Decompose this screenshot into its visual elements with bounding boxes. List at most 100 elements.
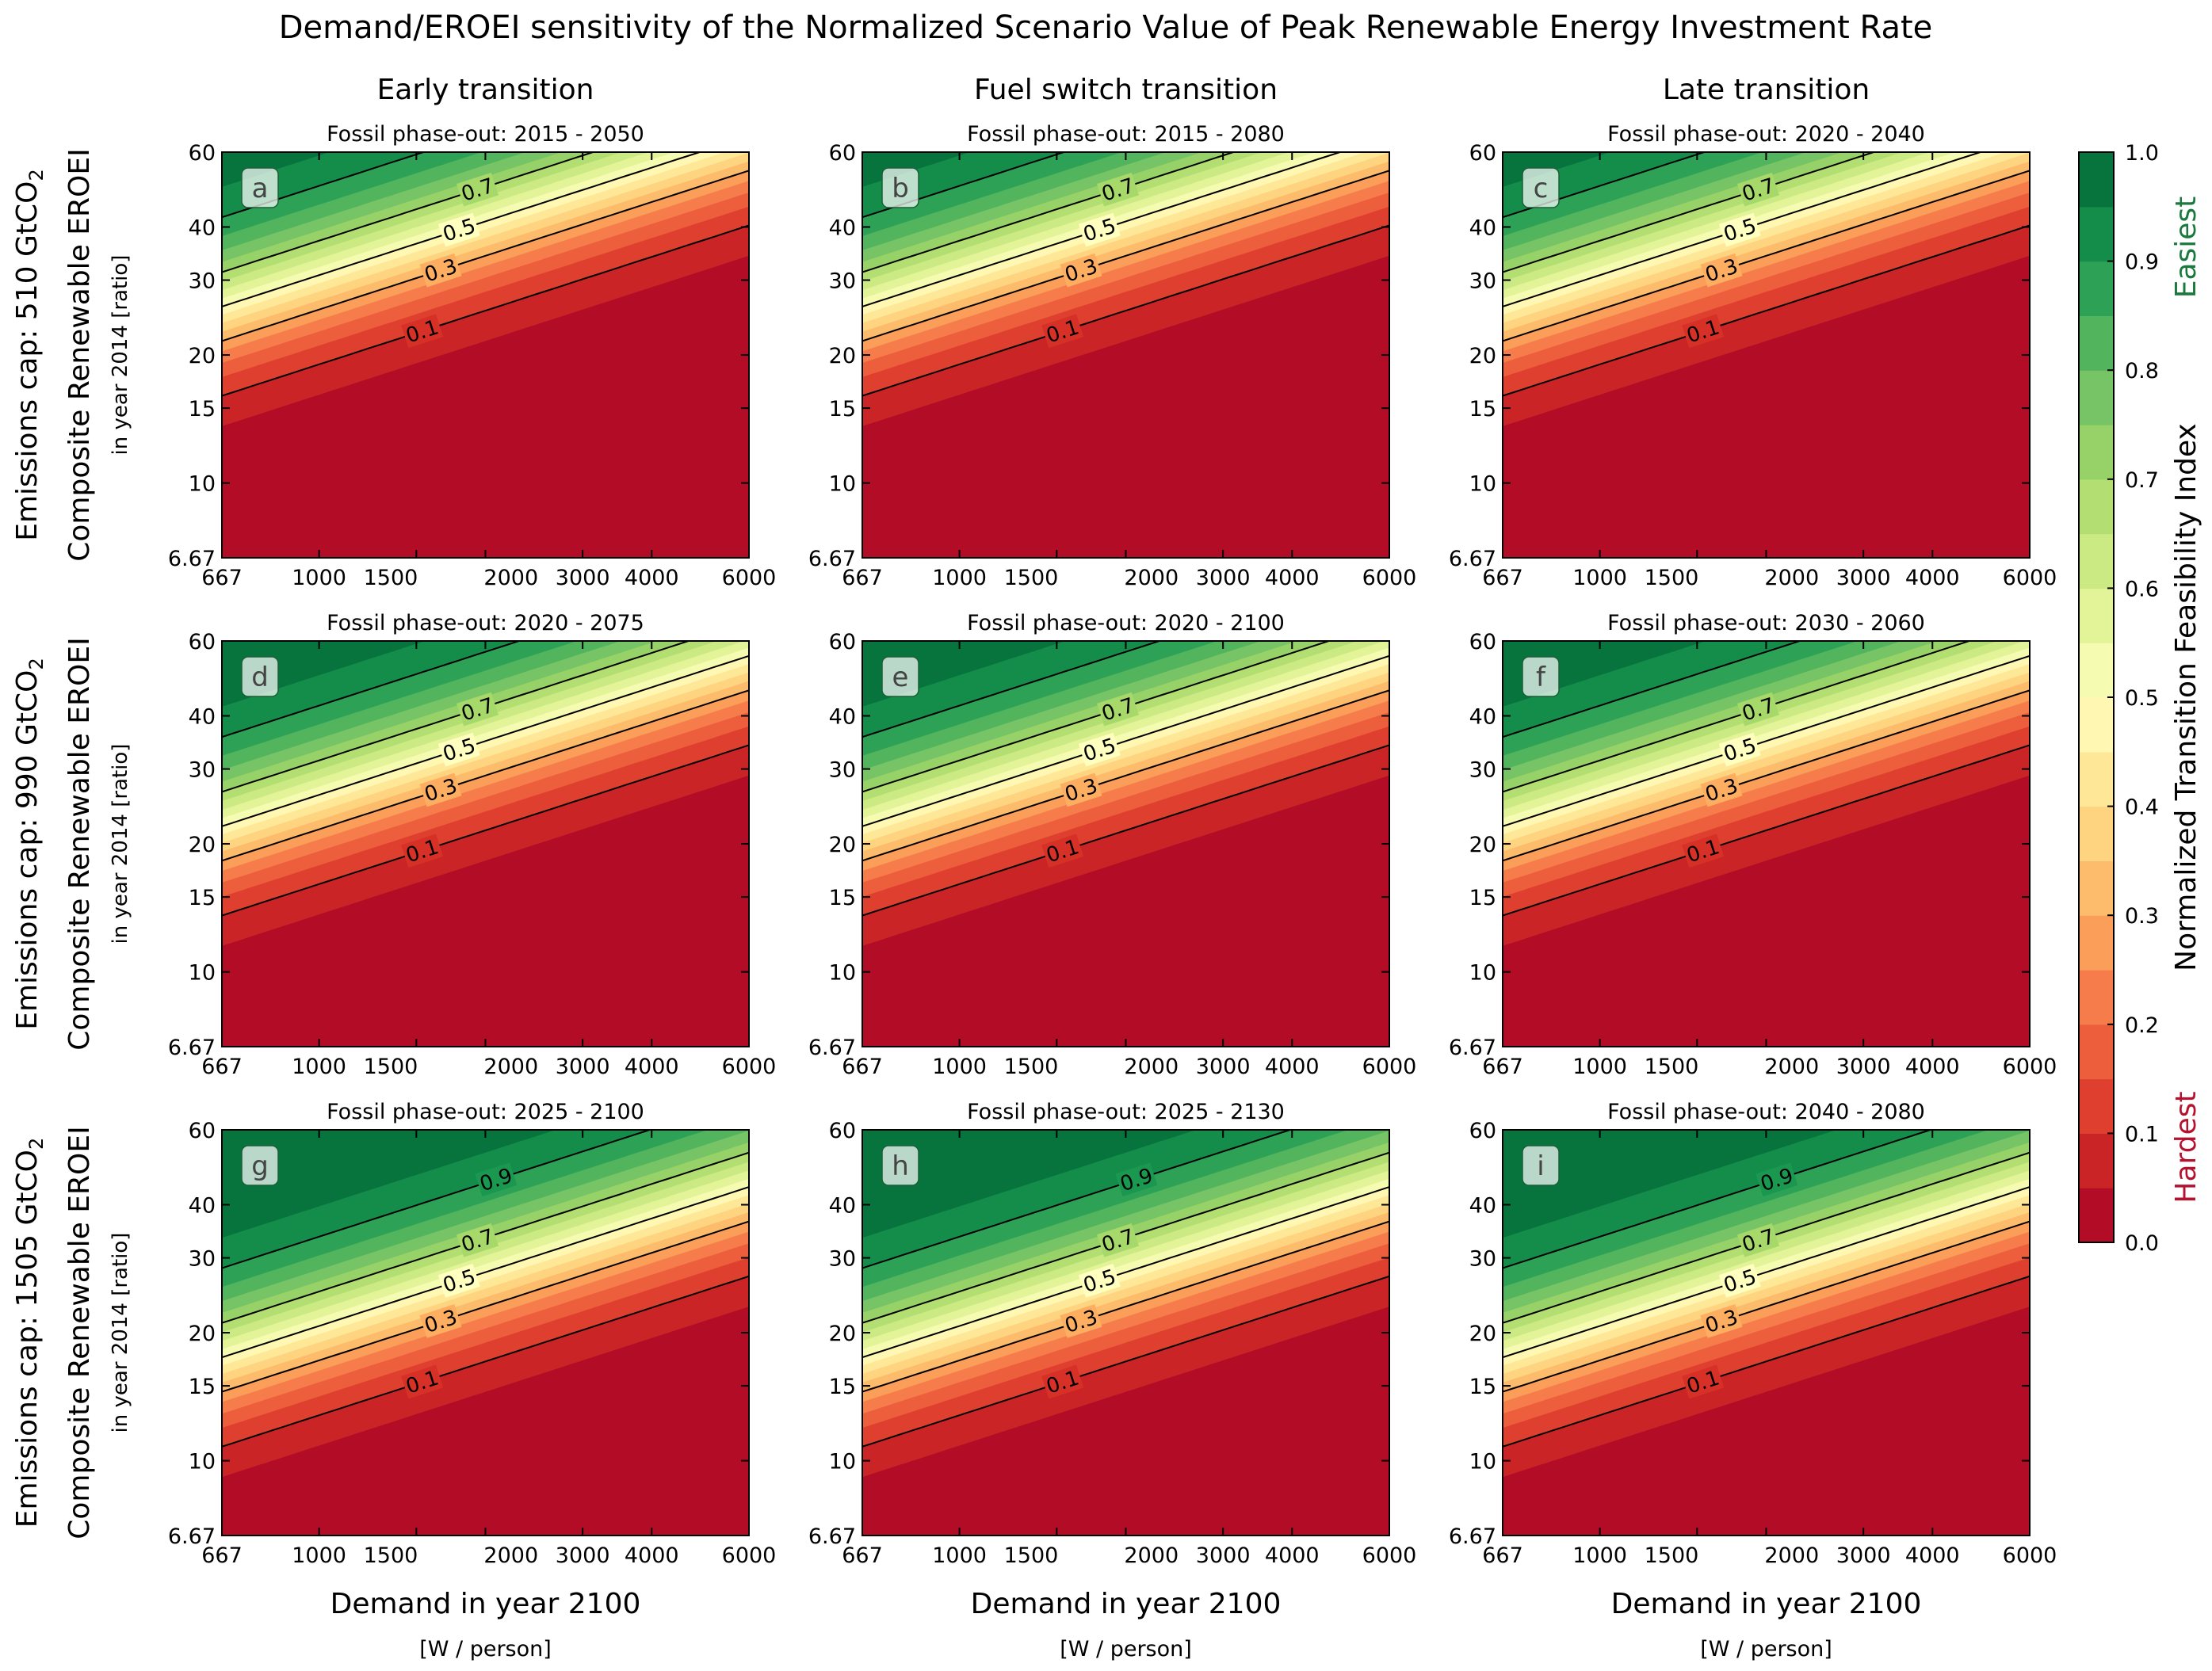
x-axis-label: Demand in year 2100 <box>1611 1588 1922 1620</box>
contour-label-bg <box>1737 692 1779 727</box>
panel-letter-box <box>1522 167 1560 208</box>
contour-label-bg <box>1700 253 1743 288</box>
x-tick-label: 4000 <box>1905 566 1960 590</box>
x-axis-label: Demand in year 2100 <box>330 1588 641 1620</box>
contour-line <box>862 744 1389 917</box>
y-tick-label: 10 <box>189 1450 216 1475</box>
contour-line <box>222 641 521 738</box>
contour-line <box>222 1186 749 1359</box>
contour-lines: 0.10.30.50.7 <box>222 641 749 917</box>
panel-subtitle: Fossil phase-out: 2025 - 2130 <box>967 1100 1285 1124</box>
contour-line <box>1503 152 1707 219</box>
contour-fills <box>862 641 1389 1047</box>
contour-band <box>862 255 1389 558</box>
x-tick-label: 6000 <box>2003 566 2057 590</box>
x-tick-label: 1000 <box>932 1055 987 1079</box>
contour-band <box>862 775 1389 1047</box>
contour-fills <box>222 152 749 558</box>
y-tick-label: 10 <box>829 472 856 497</box>
y-tick-label: 6.67 <box>1449 1036 1496 1060</box>
contour-label-bg <box>1097 692 1139 727</box>
x-axis-sublabel: [W / person] <box>1060 1637 1192 1661</box>
panel-letter: b <box>892 173 909 204</box>
colorbar-band <box>2079 315 2114 371</box>
y-tick-label: 6.67 <box>168 547 216 571</box>
x-tick-label: 2000 <box>483 1055 538 1079</box>
contour-label-bg <box>419 253 462 288</box>
colorbar-tick-label: 0.5 <box>2125 686 2159 711</box>
panel-letter: f <box>1536 662 1546 693</box>
x-tick-label: 2000 <box>1124 1543 1179 1568</box>
contour-line <box>1503 170 2030 342</box>
contour-label-bg <box>1755 1162 1798 1197</box>
y-tick-label: 6.67 <box>808 1036 856 1060</box>
y-tick-label: 10 <box>1469 1450 1496 1475</box>
y-tick-label: 30 <box>829 269 856 294</box>
x-tick-label: 3000 <box>1836 566 1891 590</box>
contour-label-bg <box>1737 172 1779 207</box>
y-tick-label: 15 <box>189 886 216 910</box>
contour-line <box>1503 1186 2030 1359</box>
colorbar-tick-label: 0.1 <box>2125 1122 2159 1146</box>
panel-subtitle: Fossil phase-out: 2020 - 2100 <box>967 611 1285 635</box>
contour-line <box>222 152 703 307</box>
contour-band <box>222 775 749 1047</box>
x-tick-label: 3000 <box>1196 1543 1251 1568</box>
x-tick-label: 3000 <box>1836 1543 1891 1568</box>
y-tick-label: 15 <box>189 1375 216 1399</box>
panel-g: 0.10.30.50.70.9 Fossil phase-out: 2025 - … <box>168 1100 776 1568</box>
co2-subscript: 2 <box>25 1138 48 1150</box>
panel-letter-box <box>881 1145 919 1186</box>
panel-e: 0.10.30.50.7 Fossil phase-out: 2020 - 210… <box>808 611 1416 1079</box>
contour-label-bg <box>1060 773 1102 807</box>
x-tick-label: 2000 <box>483 566 538 590</box>
y-tick-label: 40 <box>189 1194 216 1219</box>
contour-line <box>862 170 1389 342</box>
contour-label-group: 0.5 <box>437 732 480 767</box>
x-tick-label: 2000 <box>1764 566 1819 590</box>
contour-line <box>1503 654 2030 827</box>
contour-band <box>222 1307 749 1536</box>
panel-subtitle: Fossil phase-out: 2020 - 2075 <box>327 611 644 635</box>
y-tick-label: 40 <box>1469 705 1496 730</box>
y-tick-label: 40 <box>189 705 216 730</box>
x-tick-label: 667 <box>842 566 883 590</box>
x-tick-label: 1500 <box>364 1055 418 1079</box>
x-axis-sublabel: [W / person] <box>419 1637 552 1661</box>
panel-letter: i <box>1537 1150 1544 1182</box>
contour-label-bg <box>437 732 480 767</box>
x-axis-label: Demand in year 2100 <box>971 1588 1282 1620</box>
panel-letter-box <box>241 167 279 208</box>
contour-band <box>1503 1307 2030 1536</box>
contour-label-bg <box>475 1162 518 1197</box>
y-tick-label: 40 <box>1469 1194 1496 1219</box>
y-axis-label: Composite Renewable EROEI <box>63 637 96 1051</box>
y-tick-label: 30 <box>189 758 216 783</box>
x-tick-label: 667 <box>842 1055 883 1079</box>
contour-label-bg <box>419 773 462 807</box>
x-tick-label: 6000 <box>722 1055 777 1079</box>
y-tick-label: 6.67 <box>168 1524 216 1549</box>
contour-line <box>1503 1275 2030 1448</box>
contour-band <box>222 255 749 558</box>
x-tick-label: 1000 <box>292 1543 346 1568</box>
contour-label-bg <box>1097 172 1139 207</box>
panel-letter-box <box>1522 1145 1560 1186</box>
contour-label-bg <box>1060 253 1102 288</box>
colorbar-band <box>2079 751 2114 807</box>
x-tick-label: 4000 <box>1905 1543 1960 1568</box>
x-tick-label: 6000 <box>1362 1543 1417 1568</box>
y-tick-label: 40 <box>1469 216 1496 241</box>
y-tick-label: 10 <box>829 1450 856 1475</box>
colorbar-tick-label: 0.0 <box>2125 1231 2159 1256</box>
y-axis-label: Composite Renewable EROEI <box>63 1126 96 1539</box>
y-tick-label: 20 <box>829 833 856 857</box>
contour-line <box>862 654 1389 827</box>
y-axis-sublabel: in year 2014 [ratio] <box>109 744 132 944</box>
row-label-text: Emissions cap: 1505 GtCO <box>11 1150 44 1528</box>
contour-line <box>862 1186 1389 1359</box>
contour-label-group: 0.7 <box>1737 692 1779 727</box>
x-tick-label: 1000 <box>1572 1055 1627 1079</box>
